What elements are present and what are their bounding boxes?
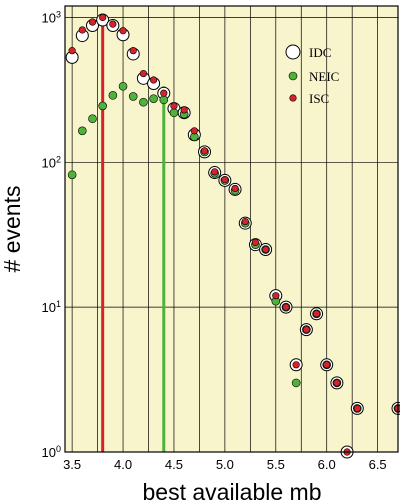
legend-marker-isc xyxy=(289,94,297,102)
point-neic xyxy=(169,108,179,118)
x-tick-label: 5.0 xyxy=(216,457,234,472)
point-isc xyxy=(231,184,239,193)
point-isc xyxy=(394,404,400,412)
point-neic xyxy=(118,81,128,91)
point-isc xyxy=(190,127,198,135)
y-tick-labels: 100 101 102 103 xyxy=(42,9,61,460)
legend: IDC NEIC ISC xyxy=(285,44,339,106)
point-neic xyxy=(159,95,169,105)
x-axis-title: best available mb xyxy=(143,479,322,504)
point-isc xyxy=(170,102,178,110)
point-neic xyxy=(88,114,97,124)
point-isc xyxy=(353,404,361,412)
point-neic xyxy=(78,126,87,136)
x-tick-label: 4.5 xyxy=(165,457,183,472)
point-isc xyxy=(282,303,290,311)
point-isc xyxy=(88,18,97,26)
reference-lines xyxy=(101,17,166,452)
point-neic xyxy=(128,92,138,101)
point-isc xyxy=(312,310,321,318)
point-isc xyxy=(160,89,168,97)
x-tick-label: 4.0 xyxy=(114,457,132,472)
point-neic xyxy=(139,97,148,107)
point-neic xyxy=(108,91,118,100)
point-isc xyxy=(78,26,86,34)
point-isc xyxy=(251,238,260,246)
y-tick-label: 102 xyxy=(42,154,61,170)
legend-marker-idc xyxy=(285,44,301,60)
legend-label-idc: IDC xyxy=(309,45,331,60)
point-isc xyxy=(68,47,76,55)
point-neic xyxy=(98,101,107,111)
y-tick-label: 101 xyxy=(42,299,61,315)
x-tick-label: 5.5 xyxy=(267,457,285,472)
point-neic xyxy=(67,170,77,180)
point-isc xyxy=(200,147,209,155)
point-isc xyxy=(262,245,270,254)
point-isc xyxy=(241,217,249,226)
point-isc xyxy=(333,379,341,387)
point-isc xyxy=(139,69,148,78)
point-isc xyxy=(302,325,310,334)
point-neic xyxy=(149,94,158,103)
legend-label-neic: NEIC xyxy=(309,69,339,84)
point-isc xyxy=(119,27,127,35)
point-isc xyxy=(221,175,229,184)
x-tick-labels: 3.5 4.0 4.5 5.0 5.5 6.0 6.5 xyxy=(63,457,387,472)
legend-marker-neic xyxy=(288,71,298,81)
x-tick-label: 3.5 xyxy=(63,457,81,472)
legend-label-isc: ISC xyxy=(309,91,329,106)
point-isc xyxy=(99,13,107,22)
y-tick-label: 100 xyxy=(42,444,61,460)
point-isc xyxy=(149,76,158,84)
point-isc xyxy=(180,106,188,114)
x-tick-label: 6.5 xyxy=(369,457,387,472)
plot-background xyxy=(65,6,398,452)
point-isc xyxy=(292,361,300,369)
x-tick-label: 6.0 xyxy=(318,457,336,472)
y-tick-label: 103 xyxy=(42,9,61,25)
y-axis-title: # events xyxy=(0,186,25,273)
data-points xyxy=(65,13,400,459)
point-isc xyxy=(109,20,117,28)
plot-frame xyxy=(64,5,399,453)
point-isc xyxy=(323,361,331,369)
point-isc xyxy=(129,47,137,55)
point-isc xyxy=(211,168,219,176)
point-isc xyxy=(272,292,280,300)
point-neic xyxy=(291,378,301,388)
